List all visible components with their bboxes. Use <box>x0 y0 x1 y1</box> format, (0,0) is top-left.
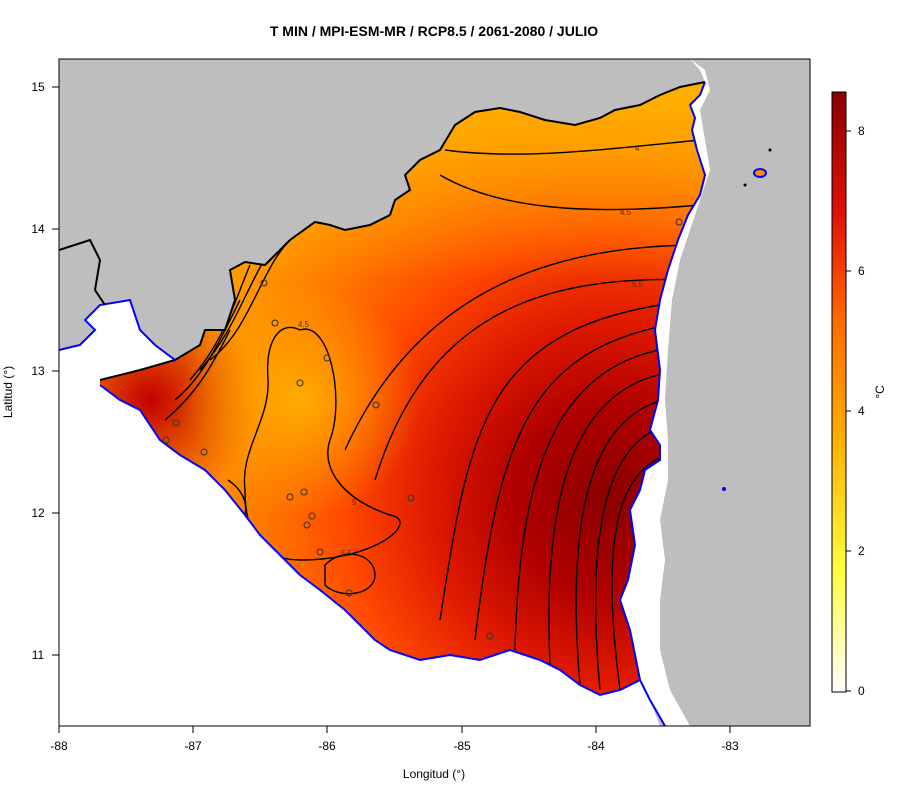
colorbar-unit: °C <box>873 385 887 399</box>
costa-rica-border <box>639 679 666 726</box>
island <box>753 168 767 178</box>
colorbar-tick-label: 6 <box>858 264 865 278</box>
x-tick-label: -85 <box>453 739 471 753</box>
x-tick-label: -86 <box>318 739 336 753</box>
y-tick-label: 13 <box>31 364 45 378</box>
contour-label: 4.5 <box>298 320 310 329</box>
island-speck <box>743 183 747 187</box>
colorbar-gradient <box>831 91 847 693</box>
contour-label: 5.5 <box>632 280 644 289</box>
x-axis: -88 -87 -86 -85 -84 -83 Longitud (°) <box>50 725 739 781</box>
x-axis-title: Longitud (°) <box>403 767 465 781</box>
colorbar-tick-label: 8 <box>858 124 865 138</box>
coastline-pacific <box>99 384 641 697</box>
x-tick-label: -88 <box>50 739 68 753</box>
plot-area: 4 4.5 5.5 4.5 5 5.5 <box>59 59 810 726</box>
contour-label: 5.5 <box>341 549 353 558</box>
gulf-coastline <box>59 298 176 361</box>
colorbar-tick-label: 0 <box>858 684 865 698</box>
contour-label: 4.5 <box>620 208 632 217</box>
colorbar: 8 6 4 2 0 °C <box>831 91 887 698</box>
contour-label: 4 <box>635 144 640 153</box>
colorbar-tick-label: 4 <box>858 404 865 418</box>
caribbean-sea <box>620 59 710 726</box>
x-tick-label: -83 <box>721 739 739 753</box>
coastline-caribbean <box>618 81 707 681</box>
colorbar-tick-label: 2 <box>858 544 865 558</box>
honduras-border <box>59 238 106 306</box>
y-tick-label: 14 <box>31 222 45 236</box>
y-tick-label: 15 <box>31 80 45 94</box>
x-tick-label: -87 <box>184 739 202 753</box>
x-tick-label: -84 <box>587 739 605 753</box>
nicaragua-border <box>99 81 706 381</box>
island-speck <box>768 148 772 152</box>
y-axis: 15 14 13 12 11 Latitud (°) <box>1 80 60 662</box>
y-tick-label: 11 <box>32 648 45 662</box>
y-tick-label: 12 <box>31 506 45 520</box>
map-title: T MIN / MPI-ESM-MR / RCP8.5 / 2061-2080 … <box>270 23 598 39</box>
y-axis-title: Latitud (°) <box>1 366 15 418</box>
contour-label: 5 <box>352 498 357 507</box>
station-points <box>162 218 683 640</box>
island-speck <box>722 487 726 491</box>
